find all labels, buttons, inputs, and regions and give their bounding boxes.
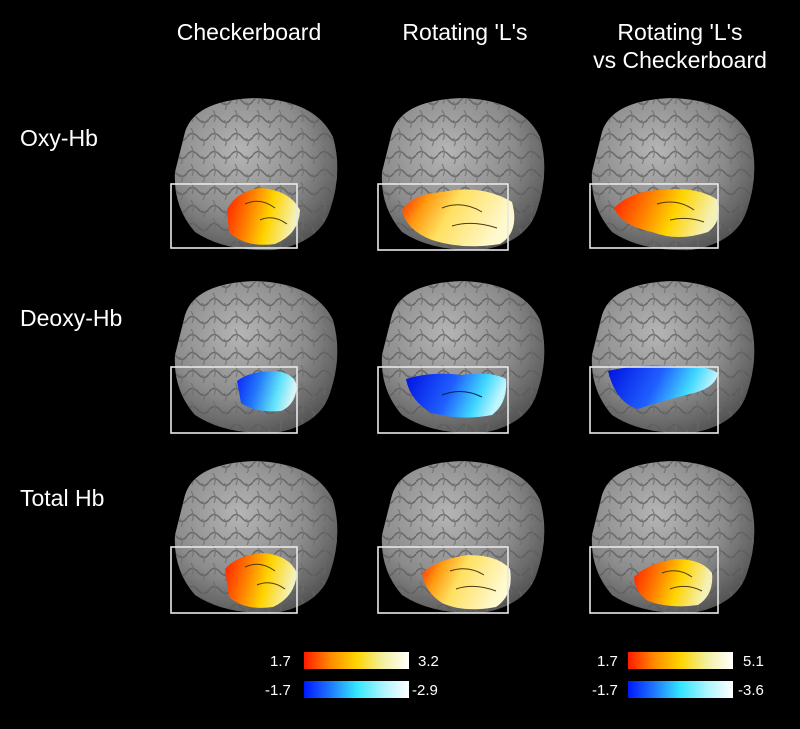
scale2-neg-min: -1.7 <box>592 682 618 699</box>
row-header-oxy-hb: Oxy-Hb <box>20 125 98 151</box>
scale1-pos-min: 1.7 <box>270 653 291 670</box>
scale2-negative-colorbar <box>628 681 733 698</box>
brain-deoxy-checkerboard <box>165 275 345 445</box>
column-header-label: Rotating 'L's <box>402 19 528 45</box>
column-header-rotating-ls: Rotating 'L's <box>385 18 545 46</box>
scale1-neg-max: -2.9 <box>412 682 438 699</box>
brain-oxy-rotating-ls <box>372 92 552 262</box>
brain-total-rotating-vs-checkerboard <box>582 455 762 625</box>
brain-oxy-rotating-vs-checkerboard <box>582 92 762 262</box>
column-header-label-line2: vs Checkerboard <box>593 47 767 73</box>
scale1-negative-colorbar <box>304 681 409 698</box>
scale2-pos-min: 1.7 <box>597 653 618 670</box>
scale2-positive-colorbar <box>628 652 733 669</box>
scale2-pos-max: 5.1 <box>743 653 764 670</box>
row-header-deoxy-hb: Deoxy-Hb <box>20 305 123 331</box>
column-header-label-line1: Rotating 'L's <box>617 19 743 45</box>
scale1-neg-min: -1.7 <box>265 682 291 699</box>
column-header-rotating-ls-vs-checkerboard: Rotating 'L's vs Checkerboard <box>585 18 775 74</box>
row-header-total-hb: Total Hb <box>20 485 105 511</box>
scale1-pos-max: 3.2 <box>418 653 439 670</box>
scale1-positive-colorbar <box>304 652 409 669</box>
brain-total-rotating-ls <box>372 455 552 625</box>
brain-deoxy-rotating-ls <box>372 275 552 445</box>
scale2-neg-max: -3.6 <box>738 682 764 699</box>
brain-oxy-checkerboard <box>165 92 345 262</box>
brain-total-checkerboard <box>165 455 345 625</box>
column-header-label: Checkerboard <box>176 19 322 45</box>
brain-deoxy-rotating-vs-checkerboard <box>582 275 762 445</box>
column-header-checkerboard: Checkerboard <box>168 18 330 46</box>
